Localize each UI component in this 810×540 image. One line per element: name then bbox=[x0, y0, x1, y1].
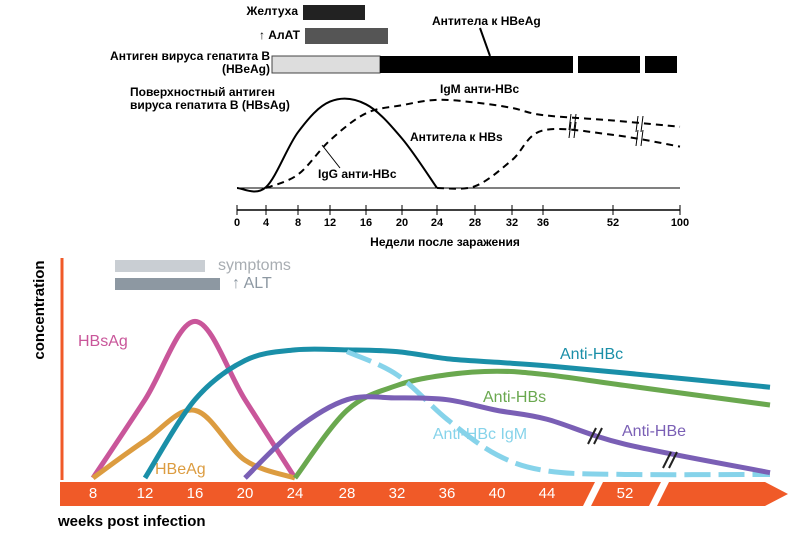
x-tick-label: 20 bbox=[396, 217, 408, 229]
x-tick-label: 28 bbox=[339, 485, 356, 502]
bar-label: Антиген вируса гепатита В (HBeAg) bbox=[110, 50, 270, 76]
axis-break bbox=[640, 52, 645, 77]
series-label: Anti-HBc bbox=[560, 346, 623, 363]
alt-bar bbox=[115, 278, 220, 290]
pointer bbox=[479, 27, 491, 57]
jaundice-bar bbox=[303, 5, 365, 20]
x-tick-label: 52 bbox=[607, 217, 619, 229]
axis-break bbox=[582, 480, 604, 508]
x-axis-label: Недели после заражения bbox=[370, 235, 520, 249]
x-tick-label: 24 bbox=[287, 485, 304, 502]
x-tick-label: 8 bbox=[295, 217, 301, 229]
series-label-text: Anti-HBc IgM bbox=[432, 426, 528, 443]
x-tick-label: 36 bbox=[537, 217, 549, 229]
series-line bbox=[90, 318, 298, 480]
symptoms-bar bbox=[115, 260, 205, 272]
series-line bbox=[436, 127, 681, 190]
x-axis-band bbox=[60, 482, 788, 506]
series-label: Антитела к HBs bbox=[410, 130, 503, 144]
series-label: IgM анти-HBc bbox=[440, 82, 519, 96]
bar-label: ↑ ALT bbox=[232, 275, 272, 292]
x-tick-label: 100 bbox=[671, 217, 689, 229]
break-mark bbox=[568, 113, 577, 131]
x-tick-label: 20 bbox=[237, 485, 254, 502]
x-tick-label: 16 bbox=[187, 485, 204, 502]
anti-hbe-bar bbox=[380, 56, 677, 73]
series-label: HBsAg bbox=[78, 333, 128, 350]
axis-break bbox=[648, 480, 670, 508]
x-tick-label: 36 bbox=[439, 485, 456, 502]
break-mark bbox=[662, 451, 678, 469]
series-line bbox=[142, 346, 771, 480]
x-tick-label: 8 bbox=[89, 485, 97, 502]
series-line bbox=[293, 368, 771, 480]
x-tick-label: 44 bbox=[539, 485, 556, 502]
x-tick-label: 40 bbox=[489, 485, 506, 502]
series-label-text: Поверхностный антиген вируса гепатита В … bbox=[130, 86, 290, 112]
x-tick-label: 0 bbox=[234, 217, 240, 229]
x-tick-label: 52 bbox=[617, 485, 634, 502]
x-tick-label: 16 bbox=[360, 217, 372, 229]
series-label: HBeAg bbox=[155, 461, 206, 478]
x-tick-label: 12 bbox=[324, 217, 336, 229]
break-mark bbox=[568, 121, 577, 139]
series-label: Anti-HBs bbox=[483, 389, 546, 406]
bar-label: Желтуха bbox=[246, 4, 299, 18]
annotation: IgG анти-HBc bbox=[318, 167, 397, 181]
x-axis-label: weeks post infection bbox=[57, 513, 206, 530]
bar-label: symptoms bbox=[218, 257, 291, 274]
x-tick-label: 32 bbox=[389, 485, 406, 502]
x-tick-label: 28 bbox=[469, 217, 481, 229]
series-line bbox=[243, 394, 771, 480]
x-tick-label: 32 bbox=[506, 217, 518, 229]
x-tick-label: 4 bbox=[263, 217, 270, 229]
bar-label: Антитела к HBeAg bbox=[432, 14, 541, 28]
series-line bbox=[345, 349, 771, 478]
break-mark bbox=[635, 115, 644, 133]
series-label: Поверхностный антиген вируса гепатита В … bbox=[130, 86, 290, 112]
bar-label-text: Антиген вируса гепатита В (HBeAg) bbox=[110, 50, 270, 76]
axis-break bbox=[573, 52, 578, 77]
alt-bar bbox=[305, 28, 388, 44]
x-tick-label: 12 bbox=[137, 485, 154, 502]
series-label: Anti-HBe bbox=[622, 423, 686, 440]
break-mark bbox=[587, 427, 603, 445]
hbeag-bar bbox=[271, 55, 381, 74]
break-mark bbox=[635, 129, 644, 147]
pointer bbox=[321, 144, 341, 169]
y-axis-label: concentration bbox=[31, 260, 48, 359]
x-tick-label: 24 bbox=[431, 217, 444, 229]
series-label: Anti-HBc IgM bbox=[432, 426, 528, 443]
bar-label: ↑ АлАТ bbox=[259, 28, 301, 42]
